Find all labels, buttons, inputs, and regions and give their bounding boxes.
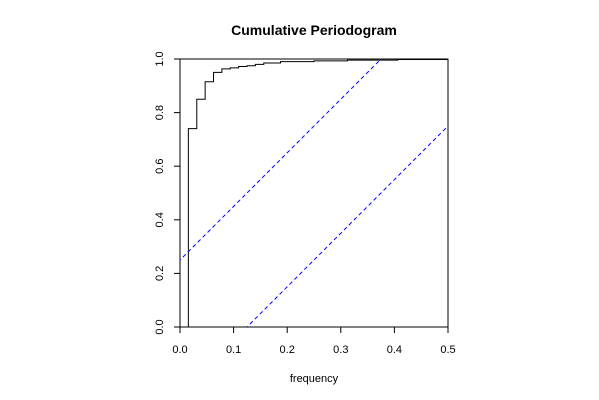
chart-title: Cumulative Periodogram — [231, 22, 397, 38]
x-tick-label: 0.2 — [280, 344, 295, 356]
y-tick-label: 0.8 — [154, 105, 166, 120]
upper-confidence-line — [180, 59, 382, 261]
y-tick-label: 0.2 — [154, 266, 166, 281]
x-tick-label: 0.5 — [440, 344, 455, 356]
x-tick-label: 0.0 — [172, 344, 187, 356]
series-layer — [180, 59, 448, 327]
x-axis: 0.0 0.1 0.2 0.3 0.4 0.5 — [172, 327, 456, 356]
cumulative-periodogram-step-line — [187, 59, 448, 327]
y-tick-label: 1.0 — [154, 51, 166, 66]
plot-area-frame — [179, 58, 449, 328]
x-tick-label: 0.1 — [226, 344, 241, 356]
y-axis: 0.0 0.2 0.4 0.6 0.8 1.0 — [154, 51, 180, 335]
y-tick-label: 0.0 — [154, 319, 166, 334]
lower-confidence-line — [246, 125, 448, 327]
x-tick-label: 0.4 — [387, 344, 402, 356]
x-axis-label: frequency — [290, 373, 339, 385]
y-tick-label: 0.6 — [154, 159, 166, 174]
x-tick-label: 0.3 — [333, 344, 348, 356]
y-tick-label: 0.4 — [154, 212, 166, 227]
